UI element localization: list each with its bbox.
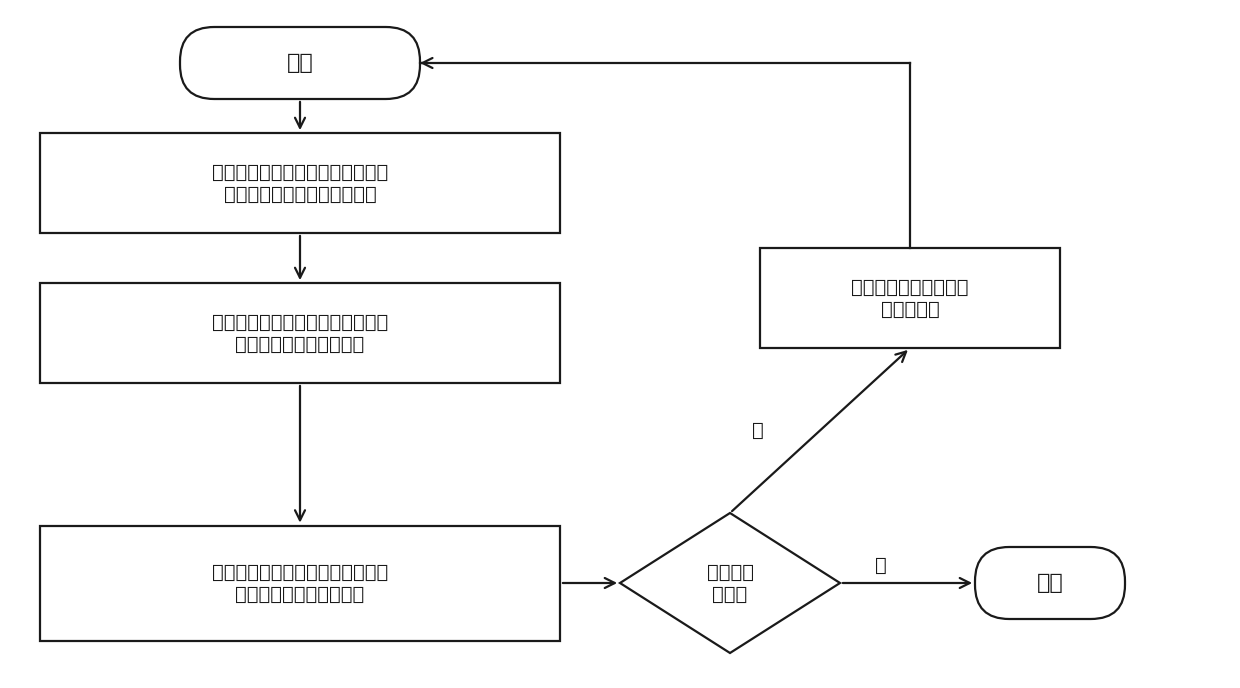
Polygon shape [620, 513, 839, 653]
FancyBboxPatch shape [975, 547, 1125, 619]
Text: 结束: 结束 [1037, 573, 1064, 593]
Text: 开始: 开始 [286, 53, 314, 73]
Text: 基于改进教与学算法对每个候选集
求解，得到各自炉次计划: 基于改进教与学算法对每个候选集 求解，得到各自炉次计划 [212, 312, 388, 354]
Text: 对于任务工件集中所有工件基于合
炉约束生成不同的工件候选集: 对于任务工件集中所有工件基于合 炉约束生成不同的工件候选集 [212, 162, 388, 204]
Bar [40, 526, 560, 641]
FancyBboxPatch shape [180, 27, 420, 99]
Text: 是: 是 [874, 555, 887, 574]
Bar [40, 283, 560, 383]
Bar [40, 133, 560, 233]
Bar [760, 248, 1060, 348]
Text: 否: 否 [751, 421, 764, 440]
Text: 是否达到
炉次数: 是否达到 炉次数 [707, 563, 754, 603]
Text: 将已计划工件从任务工
件集中移除: 将已计划工件从任务工 件集中移除 [851, 277, 968, 319]
Text: 比较不同候选集的炉次计划，选择
最优者作为最终炉次计划: 比较不同候选集的炉次计划，选择 最优者作为最终炉次计划 [212, 563, 388, 603]
